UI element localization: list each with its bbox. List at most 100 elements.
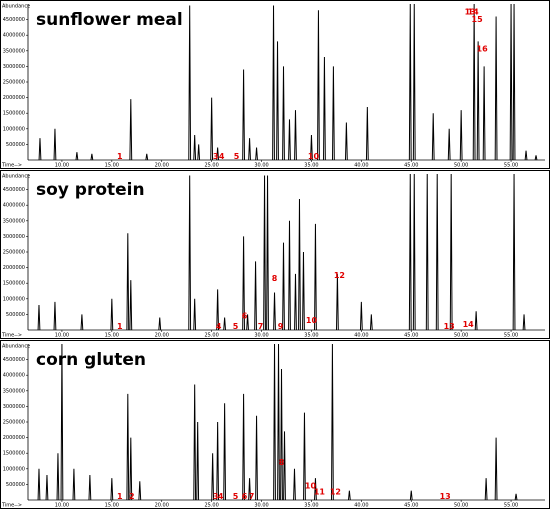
peak-label: 13 xyxy=(465,7,476,16)
peak xyxy=(72,468,76,501)
x-tick-label: 25.00 xyxy=(204,163,218,169)
peak xyxy=(294,273,297,331)
peak-label: 5 xyxy=(234,152,240,161)
peak xyxy=(512,3,516,161)
peak xyxy=(126,393,130,501)
peak xyxy=(310,135,313,161)
peak xyxy=(197,144,201,161)
y-tick-label: 3000000 xyxy=(3,234,25,240)
x-tick-label: 20.00 xyxy=(155,333,169,339)
peak xyxy=(425,173,429,331)
peak xyxy=(369,314,373,331)
peak xyxy=(524,150,528,161)
peak xyxy=(472,3,476,161)
peak-label: 5 xyxy=(233,322,239,331)
x-tick-label: 55.00 xyxy=(504,503,518,509)
y-tick-label: 1000000 xyxy=(3,466,25,472)
x-tick-label: 25.00 xyxy=(204,503,218,509)
peak xyxy=(412,173,416,331)
peak-label: 8 xyxy=(279,458,285,467)
peak-label: 10 xyxy=(305,481,317,490)
x-tick-label: 10.00 xyxy=(55,503,69,509)
peak xyxy=(314,478,317,501)
peak xyxy=(129,280,133,331)
peak xyxy=(332,66,335,161)
peak-label: 14 xyxy=(468,7,480,16)
y-tick-label: 4000000 xyxy=(3,203,25,209)
peak xyxy=(38,138,42,161)
peak xyxy=(196,421,200,501)
peak-label: 15 xyxy=(472,15,484,24)
peak-label: 3 xyxy=(213,152,219,161)
peak xyxy=(255,147,258,161)
peak xyxy=(90,153,94,161)
peak xyxy=(223,317,227,331)
x-tick-label: 30.00 xyxy=(254,333,268,339)
peak xyxy=(408,3,412,161)
peak xyxy=(56,453,60,501)
peak xyxy=(75,152,79,161)
peak xyxy=(282,242,285,331)
peak xyxy=(216,147,220,161)
peak xyxy=(272,5,275,161)
peak xyxy=(514,493,518,501)
x-tick-label: 20.00 xyxy=(155,163,169,169)
x-tick-label: 35.00 xyxy=(304,333,318,339)
y-tick-label: 2000000 xyxy=(3,265,25,271)
x-tick-label: 35.00 xyxy=(304,503,318,509)
peak xyxy=(53,128,57,161)
peak xyxy=(145,153,149,161)
peak xyxy=(110,298,114,331)
peak xyxy=(158,317,162,331)
peak-label: 1 xyxy=(117,152,123,161)
y-tick-label: 500000 xyxy=(6,142,25,148)
x-tick-label: 35.00 xyxy=(304,163,318,169)
peak xyxy=(216,289,220,331)
x-axis-label: Time--> xyxy=(1,333,22,339)
peak xyxy=(282,66,285,161)
peak-label: 16 xyxy=(477,45,489,54)
peak xyxy=(294,110,297,161)
peak xyxy=(37,305,41,331)
peak xyxy=(347,490,351,501)
peak xyxy=(482,66,486,161)
peak xyxy=(254,261,257,331)
peak-label: 14 xyxy=(463,320,475,329)
peak xyxy=(129,437,133,501)
peak-label: 13 xyxy=(444,322,455,331)
y-tick-label: 3500000 xyxy=(3,388,25,394)
peak xyxy=(447,128,451,161)
x-tick-label: 40.00 xyxy=(354,503,368,509)
peak xyxy=(242,236,245,331)
x-tick-label: 50.00 xyxy=(454,503,468,509)
peak xyxy=(37,468,41,501)
peak-label: 2 xyxy=(129,492,135,501)
y-tick-label: 2500000 xyxy=(3,80,25,86)
peak xyxy=(210,97,214,161)
peak xyxy=(336,273,339,331)
peak xyxy=(242,393,245,501)
peak xyxy=(88,475,92,501)
peak xyxy=(408,173,412,331)
peak xyxy=(459,110,463,161)
chart-title: corn gluten xyxy=(36,350,146,370)
peak-label: 13 xyxy=(440,492,451,501)
peak xyxy=(273,343,276,501)
y-tick-label: 4000000 xyxy=(3,33,25,39)
x-tick-label: 15.00 xyxy=(105,163,119,169)
peak xyxy=(522,314,526,331)
peak xyxy=(193,298,197,331)
peak xyxy=(317,10,320,161)
peak xyxy=(435,173,439,331)
x-tick-label: 40.00 xyxy=(354,163,368,169)
y-tick-label: 4500000 xyxy=(3,17,25,23)
peak xyxy=(60,343,64,501)
y-tick-label: 1500000 xyxy=(3,451,25,457)
peak-label: 3 xyxy=(213,492,219,501)
x-axis-label: Time--> xyxy=(1,163,22,169)
peak xyxy=(303,412,306,501)
x-tick-label: 50.00 xyxy=(454,333,468,339)
peak xyxy=(255,415,258,501)
peak xyxy=(188,5,192,161)
